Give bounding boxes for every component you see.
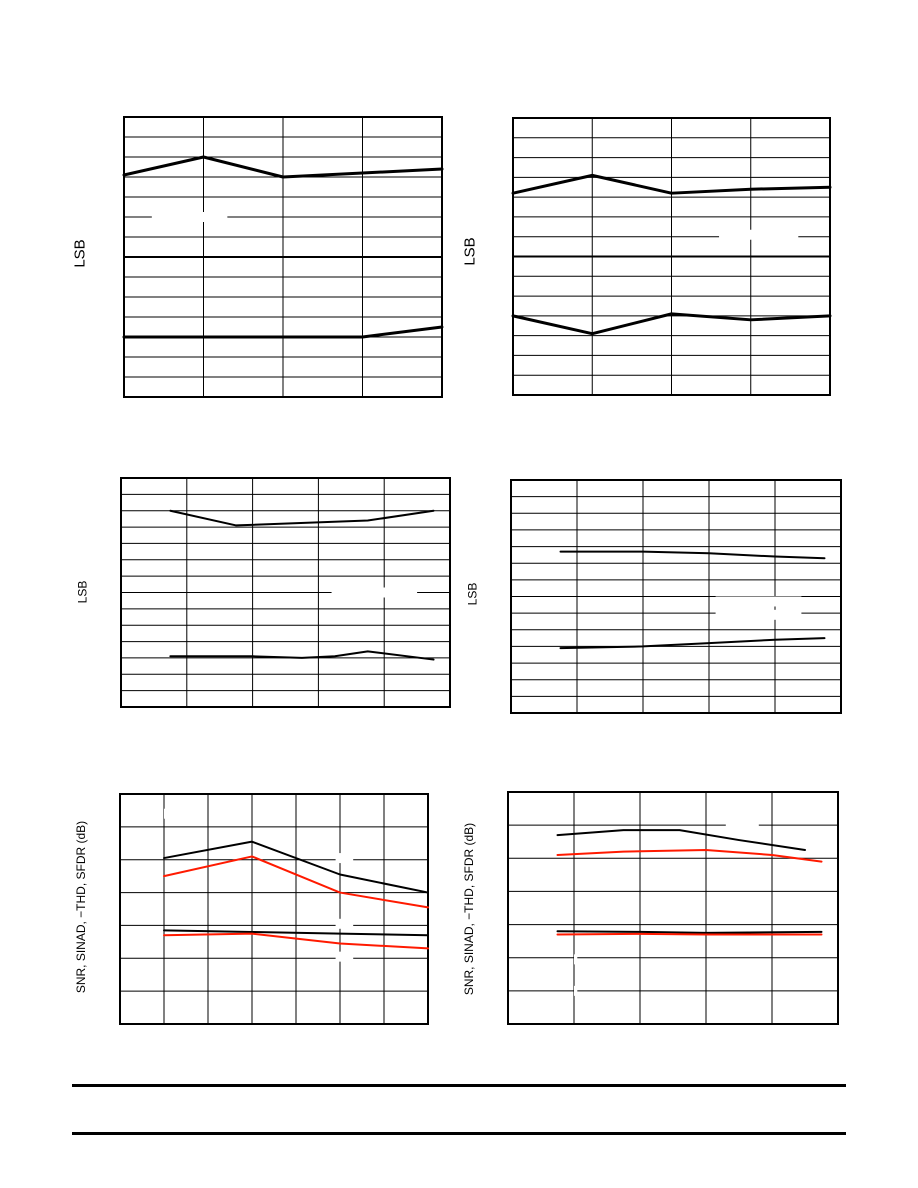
series-line-1	[122, 155, 444, 179]
series-line-2	[556, 849, 823, 863]
label-mask	[719, 229, 799, 240]
label-mask	[164, 808, 169, 819]
series-line-2	[122, 325, 444, 339]
series-line-4	[556, 932, 823, 936]
series-line-2	[511, 312, 832, 336]
label-mask	[335, 951, 354, 962]
label-mask	[331, 587, 418, 598]
label-mask	[715, 596, 802, 607]
series-line-1	[511, 173, 832, 195]
series-line-1	[556, 829, 806, 851]
label-mask	[335, 918, 354, 929]
series-line-2	[169, 650, 435, 661]
plot-frame	[512, 117, 831, 396]
footer-rule-top	[72, 1084, 846, 1087]
series-line-3	[163, 929, 429, 937]
label-mask	[335, 853, 354, 864]
series-line-4	[163, 932, 429, 950]
label-mask	[574, 985, 578, 996]
label-mask	[715, 609, 802, 620]
series-line-1	[559, 550, 826, 560]
plot-frame	[507, 791, 839, 1025]
label-mask	[725, 820, 759, 831]
series-line-3	[556, 930, 823, 934]
plot-frame	[119, 793, 429, 1025]
plot-frame	[510, 479, 842, 714]
series-line-2	[163, 855, 429, 909]
plot-frame	[120, 477, 451, 708]
series-line-1	[163, 840, 429, 894]
label-mask	[151, 212, 228, 222]
plot-frame	[123, 116, 443, 398]
label-mask	[574, 954, 578, 965]
series-line-1	[169, 509, 435, 527]
series-line-2	[559, 637, 826, 650]
footer-rule-bottom	[72, 1132, 846, 1135]
